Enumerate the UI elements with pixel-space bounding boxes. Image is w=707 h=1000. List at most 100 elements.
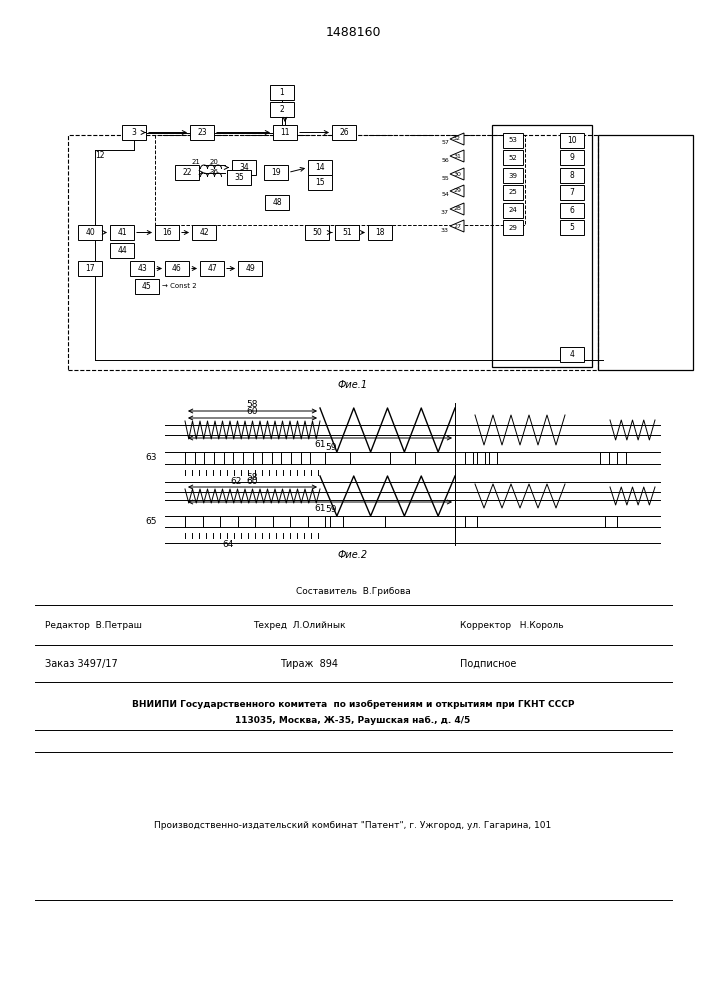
Bar (110, 243, 134, 258)
Bar (135, 279, 159, 294)
Text: 14: 14 (315, 163, 325, 172)
Bar (200, 261, 224, 276)
Text: 32: 32 (453, 136, 461, 141)
Text: 61: 61 (314, 440, 326, 449)
Text: 55: 55 (441, 176, 449, 180)
Text: 19: 19 (271, 168, 281, 177)
Text: 2: 2 (280, 105, 284, 114)
Text: Корректор   Н.Король: Корректор Н.Король (460, 620, 563, 630)
Text: 3: 3 (132, 128, 136, 137)
Bar (560, 150, 584, 165)
Bar (560, 185, 584, 200)
Bar (68, 135, 598, 370)
Bar (560, 203, 584, 218)
Polygon shape (450, 150, 464, 162)
Text: 46: 46 (172, 264, 182, 273)
Text: 42: 42 (199, 228, 209, 237)
Bar (503, 150, 523, 165)
Text: Редактор  В.Петраш: Редактор В.Петраш (45, 620, 142, 630)
Text: 56: 56 (441, 157, 449, 162)
Text: ВНИИПИ Государственного комитета  по изобретениям и открытиям при ГКНТ СССР: ВНИИПИ Государственного комитета по изоб… (132, 699, 574, 709)
Text: 51: 51 (342, 228, 352, 237)
Text: 65: 65 (146, 517, 157, 526)
Text: 59: 59 (325, 443, 337, 452)
Bar (110, 225, 134, 240)
Text: 22: 22 (182, 168, 192, 177)
Text: 28: 28 (453, 207, 461, 212)
Bar (560, 347, 584, 362)
Text: 25: 25 (508, 190, 518, 196)
Text: 36: 36 (209, 168, 218, 174)
Bar (78, 261, 102, 276)
Text: 33: 33 (441, 228, 449, 232)
Text: 15: 15 (315, 178, 325, 187)
Bar (308, 160, 332, 175)
Bar (273, 125, 297, 140)
Text: 4: 4 (570, 350, 574, 359)
Polygon shape (450, 203, 464, 215)
Text: 43: 43 (137, 264, 147, 273)
Bar (238, 261, 262, 276)
Bar (503, 168, 523, 183)
Text: 62: 62 (230, 477, 241, 486)
Polygon shape (450, 168, 464, 180)
Text: Заказ 3497/17: Заказ 3497/17 (45, 659, 118, 669)
Bar (190, 125, 214, 140)
Text: 58: 58 (247, 473, 258, 482)
Text: 53: 53 (508, 137, 518, 143)
Bar (308, 175, 332, 190)
Text: 49: 49 (245, 264, 255, 273)
Bar (270, 102, 294, 117)
Text: 60: 60 (247, 407, 258, 416)
Text: 57: 57 (441, 140, 449, 145)
Bar (305, 225, 329, 240)
Polygon shape (450, 185, 464, 197)
Bar (503, 203, 523, 218)
Bar (270, 85, 294, 100)
Text: Подписное: Подписное (460, 659, 516, 669)
Bar (155, 135, 525, 225)
Bar (598, 135, 693, 370)
Text: 35: 35 (234, 173, 244, 182)
Bar (503, 133, 523, 148)
Bar (192, 225, 216, 240)
Text: 6: 6 (570, 206, 574, 215)
Bar (560, 168, 584, 183)
Bar (503, 185, 523, 200)
Text: Фие.1: Фие.1 (338, 380, 368, 390)
Text: 47: 47 (207, 264, 217, 273)
Text: 40: 40 (85, 228, 95, 237)
Text: 16: 16 (162, 228, 172, 237)
Text: Составитель  В.Грибова: Составитель В.Грибова (296, 587, 410, 596)
Text: 29: 29 (453, 188, 461, 194)
Text: 58: 58 (247, 400, 258, 409)
Bar (122, 125, 146, 140)
Text: Производственно-издательский комбинат "Патент", г. Ужгород, ул. Гагарина, 101: Производственно-издательский комбинат "П… (154, 820, 551, 830)
Text: Техред  Л.Олийнык: Техред Л.Олийнык (253, 620, 346, 630)
Text: 39: 39 (508, 172, 518, 178)
Text: 12: 12 (95, 150, 105, 159)
Text: 30: 30 (453, 172, 461, 176)
Text: Const1: Const1 (111, 244, 133, 249)
Text: Фие.2: Фие.2 (338, 550, 368, 560)
Text: 26: 26 (339, 128, 349, 137)
Bar (335, 225, 359, 240)
Text: 45: 45 (142, 282, 152, 291)
Text: 9: 9 (570, 153, 574, 162)
Text: 113035, Москва, Ж-35, Раушская наб., д. 4/5: 113035, Москва, Ж-35, Раушская наб., д. … (235, 715, 471, 725)
Text: Тираж  894: Тираж 894 (280, 659, 338, 669)
Bar (560, 220, 584, 235)
Text: 59: 59 (325, 505, 337, 514)
Text: 21: 21 (192, 159, 201, 165)
Text: 8: 8 (570, 171, 574, 180)
Text: 20: 20 (209, 159, 218, 165)
Text: 5: 5 (570, 223, 574, 232)
Text: 64: 64 (222, 540, 233, 549)
Bar (165, 261, 189, 276)
Text: 63: 63 (146, 454, 157, 462)
Text: 29: 29 (508, 225, 518, 231)
Text: 44: 44 (117, 246, 127, 255)
Bar (227, 170, 251, 185)
Text: 41: 41 (117, 228, 127, 237)
Bar (492, 125, 592, 367)
